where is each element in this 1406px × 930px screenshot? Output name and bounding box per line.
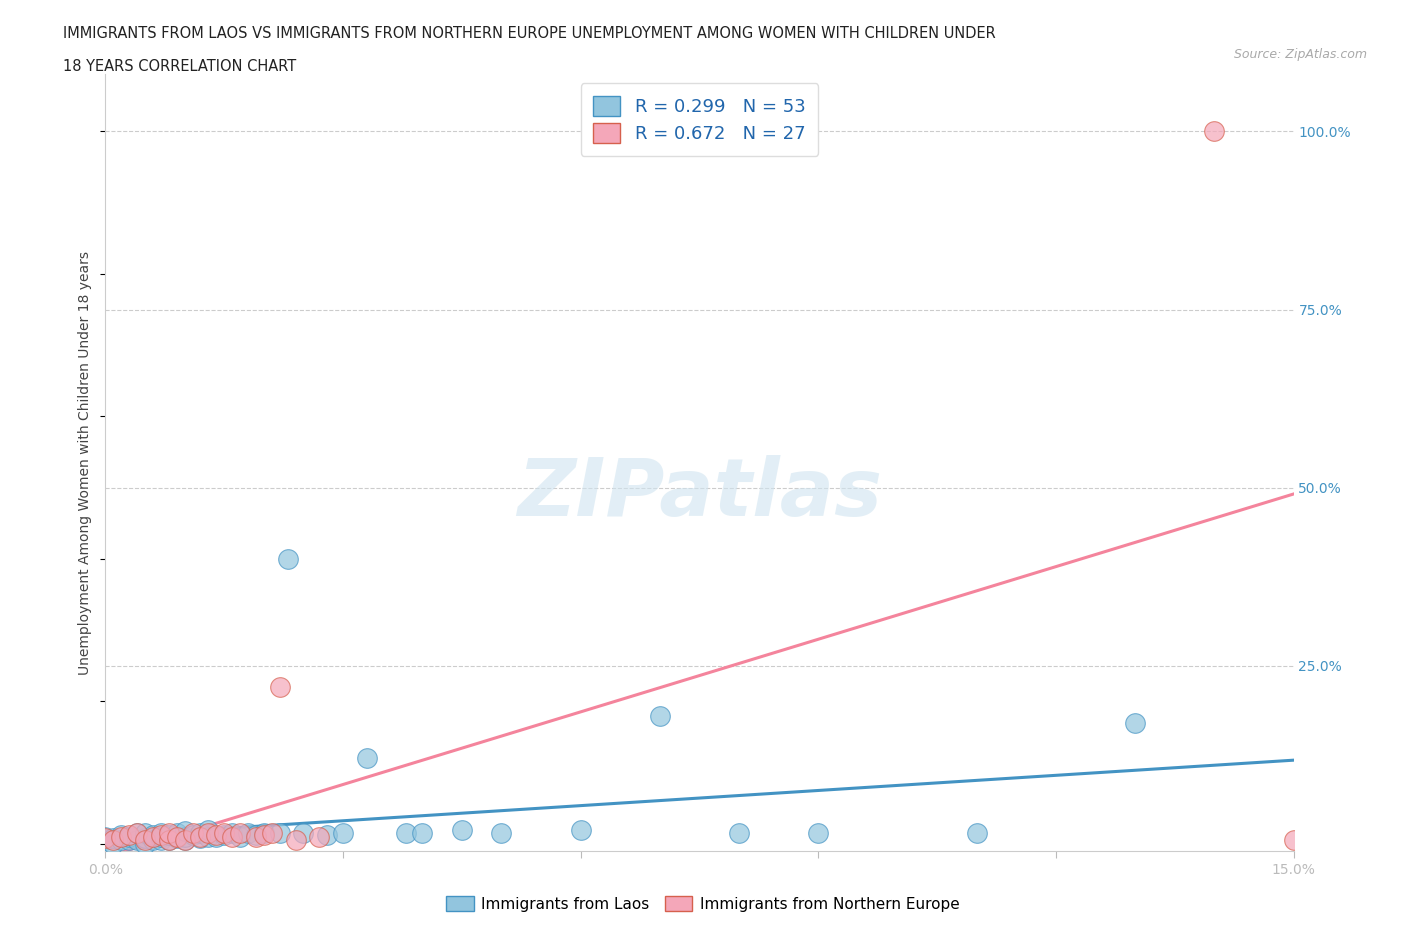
Point	[316, 828, 339, 843]
Point	[236, 826, 259, 841]
Text: 18 YEARS CORRELATION CHART: 18 YEARS CORRELATION CHART	[63, 59, 297, 73]
Point	[181, 826, 204, 841]
Point	[157, 826, 180, 841]
Point	[332, 826, 354, 841]
Point	[190, 830, 212, 844]
Point	[260, 826, 283, 841]
Point	[277, 551, 299, 566]
Point	[205, 828, 228, 843]
Point	[728, 826, 751, 841]
Point	[149, 828, 172, 843]
Point	[253, 826, 276, 841]
Point	[197, 822, 219, 837]
Point	[395, 826, 418, 841]
Point	[269, 680, 291, 695]
Point	[134, 826, 156, 841]
Point	[149, 830, 172, 844]
Point	[205, 830, 228, 844]
Point	[118, 830, 141, 844]
Point	[411, 826, 433, 841]
Text: IMMIGRANTS FROM LAOS VS IMMIGRANTS FROM NORTHERN EUROPE UNEMPLOYMENT AMONG WOMEN: IMMIGRANTS FROM LAOS VS IMMIGRANTS FROM …	[63, 26, 995, 41]
Point	[229, 830, 252, 844]
Point	[245, 830, 267, 844]
Point	[142, 830, 165, 844]
Point	[118, 828, 141, 843]
Point	[173, 830, 195, 844]
Point	[127, 826, 149, 841]
Point	[221, 830, 243, 844]
Point	[142, 833, 165, 848]
Point	[110, 830, 132, 844]
Point	[127, 826, 149, 841]
Point	[966, 826, 988, 841]
Point	[127, 833, 149, 848]
Legend: Immigrants from Laos, Immigrants from Northern Europe: Immigrants from Laos, Immigrants from No…	[440, 889, 966, 918]
Point	[491, 826, 513, 841]
Point	[356, 751, 378, 765]
Point	[569, 822, 592, 837]
Point	[284, 833, 307, 848]
Point	[94, 830, 117, 844]
Point	[181, 828, 204, 843]
Point	[103, 833, 125, 848]
Point	[110, 828, 132, 843]
Point	[807, 826, 830, 841]
Point	[197, 830, 219, 844]
Point	[134, 830, 156, 845]
Point	[149, 826, 172, 841]
Point	[229, 826, 252, 841]
Point	[1204, 124, 1226, 139]
Point	[269, 826, 291, 841]
Point	[197, 826, 219, 841]
Point	[157, 833, 180, 848]
Point	[103, 830, 125, 845]
Y-axis label: Unemployment Among Women with Children Under 18 years: Unemployment Among Women with Children U…	[79, 251, 93, 674]
Point	[173, 824, 195, 839]
Point	[166, 830, 188, 844]
Point	[118, 833, 141, 848]
Point	[1282, 833, 1305, 848]
Point	[94, 833, 117, 848]
Point	[245, 828, 267, 843]
Point	[253, 828, 276, 843]
Point	[157, 828, 180, 843]
Point	[190, 826, 212, 841]
Point	[94, 830, 117, 845]
Point	[166, 826, 188, 841]
Point	[166, 830, 188, 845]
Point	[190, 830, 212, 845]
Point	[648, 708, 671, 723]
Point	[221, 826, 243, 841]
Point	[157, 833, 180, 848]
Legend: R = 0.299   N = 53, R = 0.672   N = 27: R = 0.299 N = 53, R = 0.672 N = 27	[581, 84, 818, 155]
Point	[142, 828, 165, 843]
Point	[214, 826, 236, 841]
Point	[149, 833, 172, 848]
Point	[173, 833, 195, 848]
Text: Source: ZipAtlas.com: Source: ZipAtlas.com	[1233, 48, 1367, 61]
Point	[292, 826, 315, 841]
Point	[134, 833, 156, 848]
Point	[103, 836, 125, 851]
Point	[173, 833, 195, 848]
Text: ZIPatlas: ZIPatlas	[517, 455, 882, 533]
Point	[134, 836, 156, 851]
Point	[450, 822, 472, 837]
Point	[110, 833, 132, 848]
Point	[308, 830, 330, 844]
Point	[1123, 715, 1146, 730]
Point	[214, 828, 236, 843]
